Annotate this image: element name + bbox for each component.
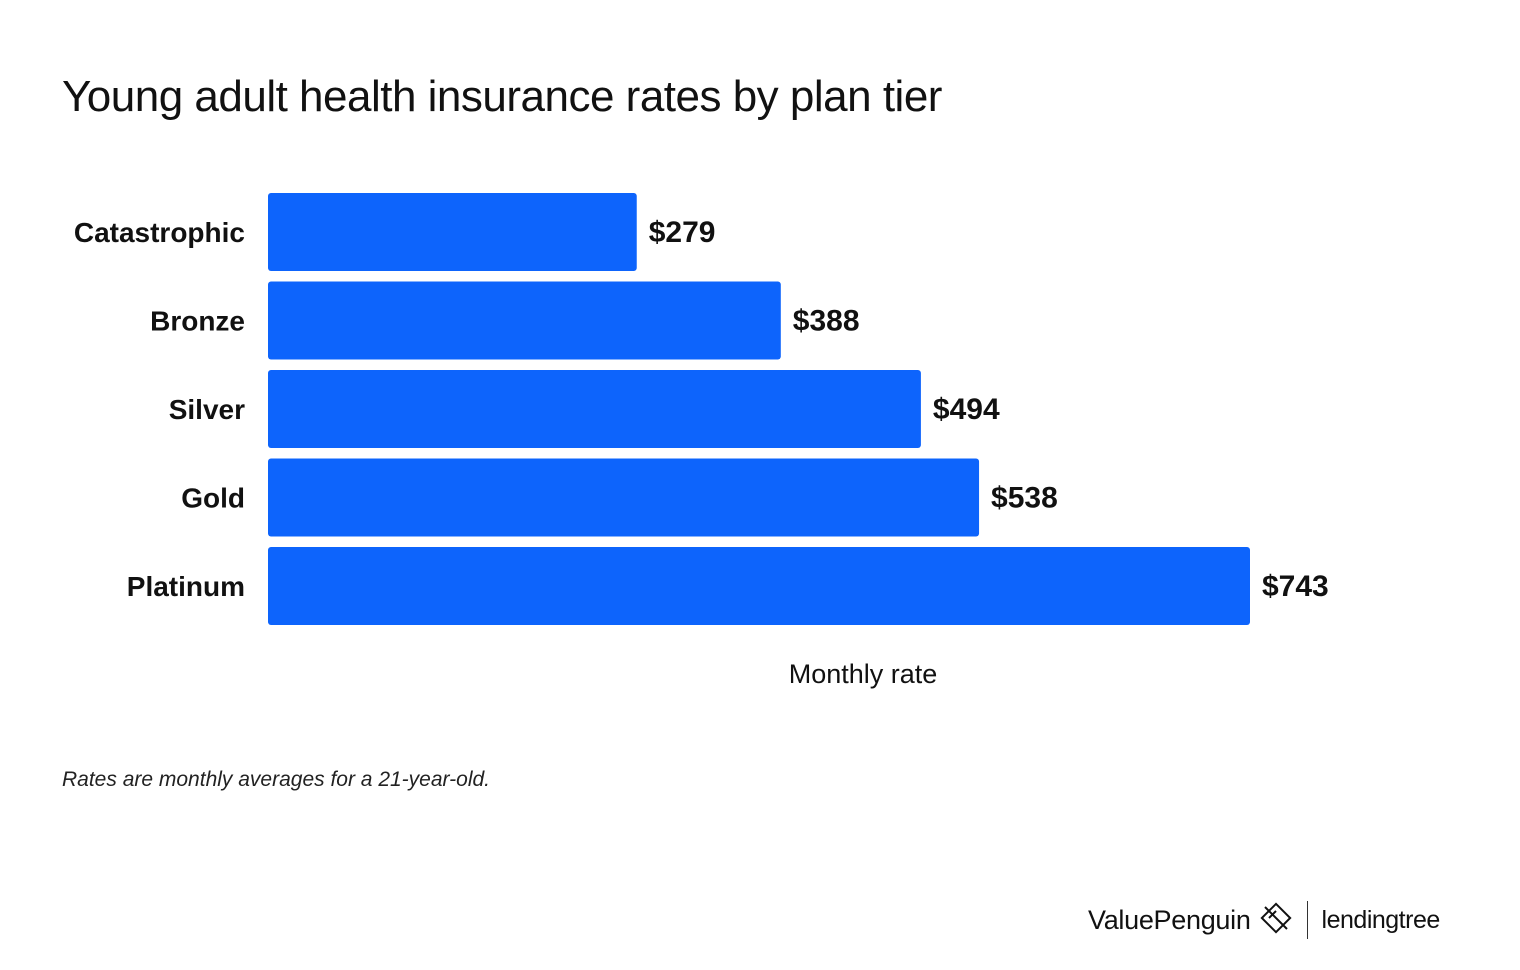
value-label-gold: $538 [991,482,1058,515]
bar-catastrophic [268,193,637,271]
valuepenguin-logo-icon [1259,901,1293,940]
value-label-catastrophic: $279 [649,216,716,249]
bar-gold [268,458,980,537]
value-label-silver: $494 [933,393,1000,426]
branding: ValuePenguin lendingtree [1088,898,1440,942]
bar-silver [268,370,921,448]
value-label-bronze: $388 [793,305,860,338]
bar-platinum [268,547,1250,625]
category-label-silver: Silver [169,394,245,425]
x-axis-label: Monthly rate [789,659,938,689]
category-label-platinum: Platinum [127,571,245,602]
footnote: Rates are monthly averages for a 21-year… [62,768,490,791]
category-label-catastrophic: Catastrophic [74,217,245,248]
valuepenguin-wordmark: ValuePenguin [1088,904,1251,935]
brand-divider [1306,901,1308,939]
value-label-platinum: $743 [1262,570,1329,603]
category-label-bronze: Bronze [150,306,245,337]
chart-title: Young adult health insurance rates by pl… [62,72,942,121]
lendingtree-wordmark: lendingtree [1321,905,1441,934]
bar-chart: Catastrophic $279 Bronze $388 Silver $494 Gold… [74,193,1329,689]
bar-bronze [268,281,781,360]
category-label-gold: Gold [181,483,245,514]
